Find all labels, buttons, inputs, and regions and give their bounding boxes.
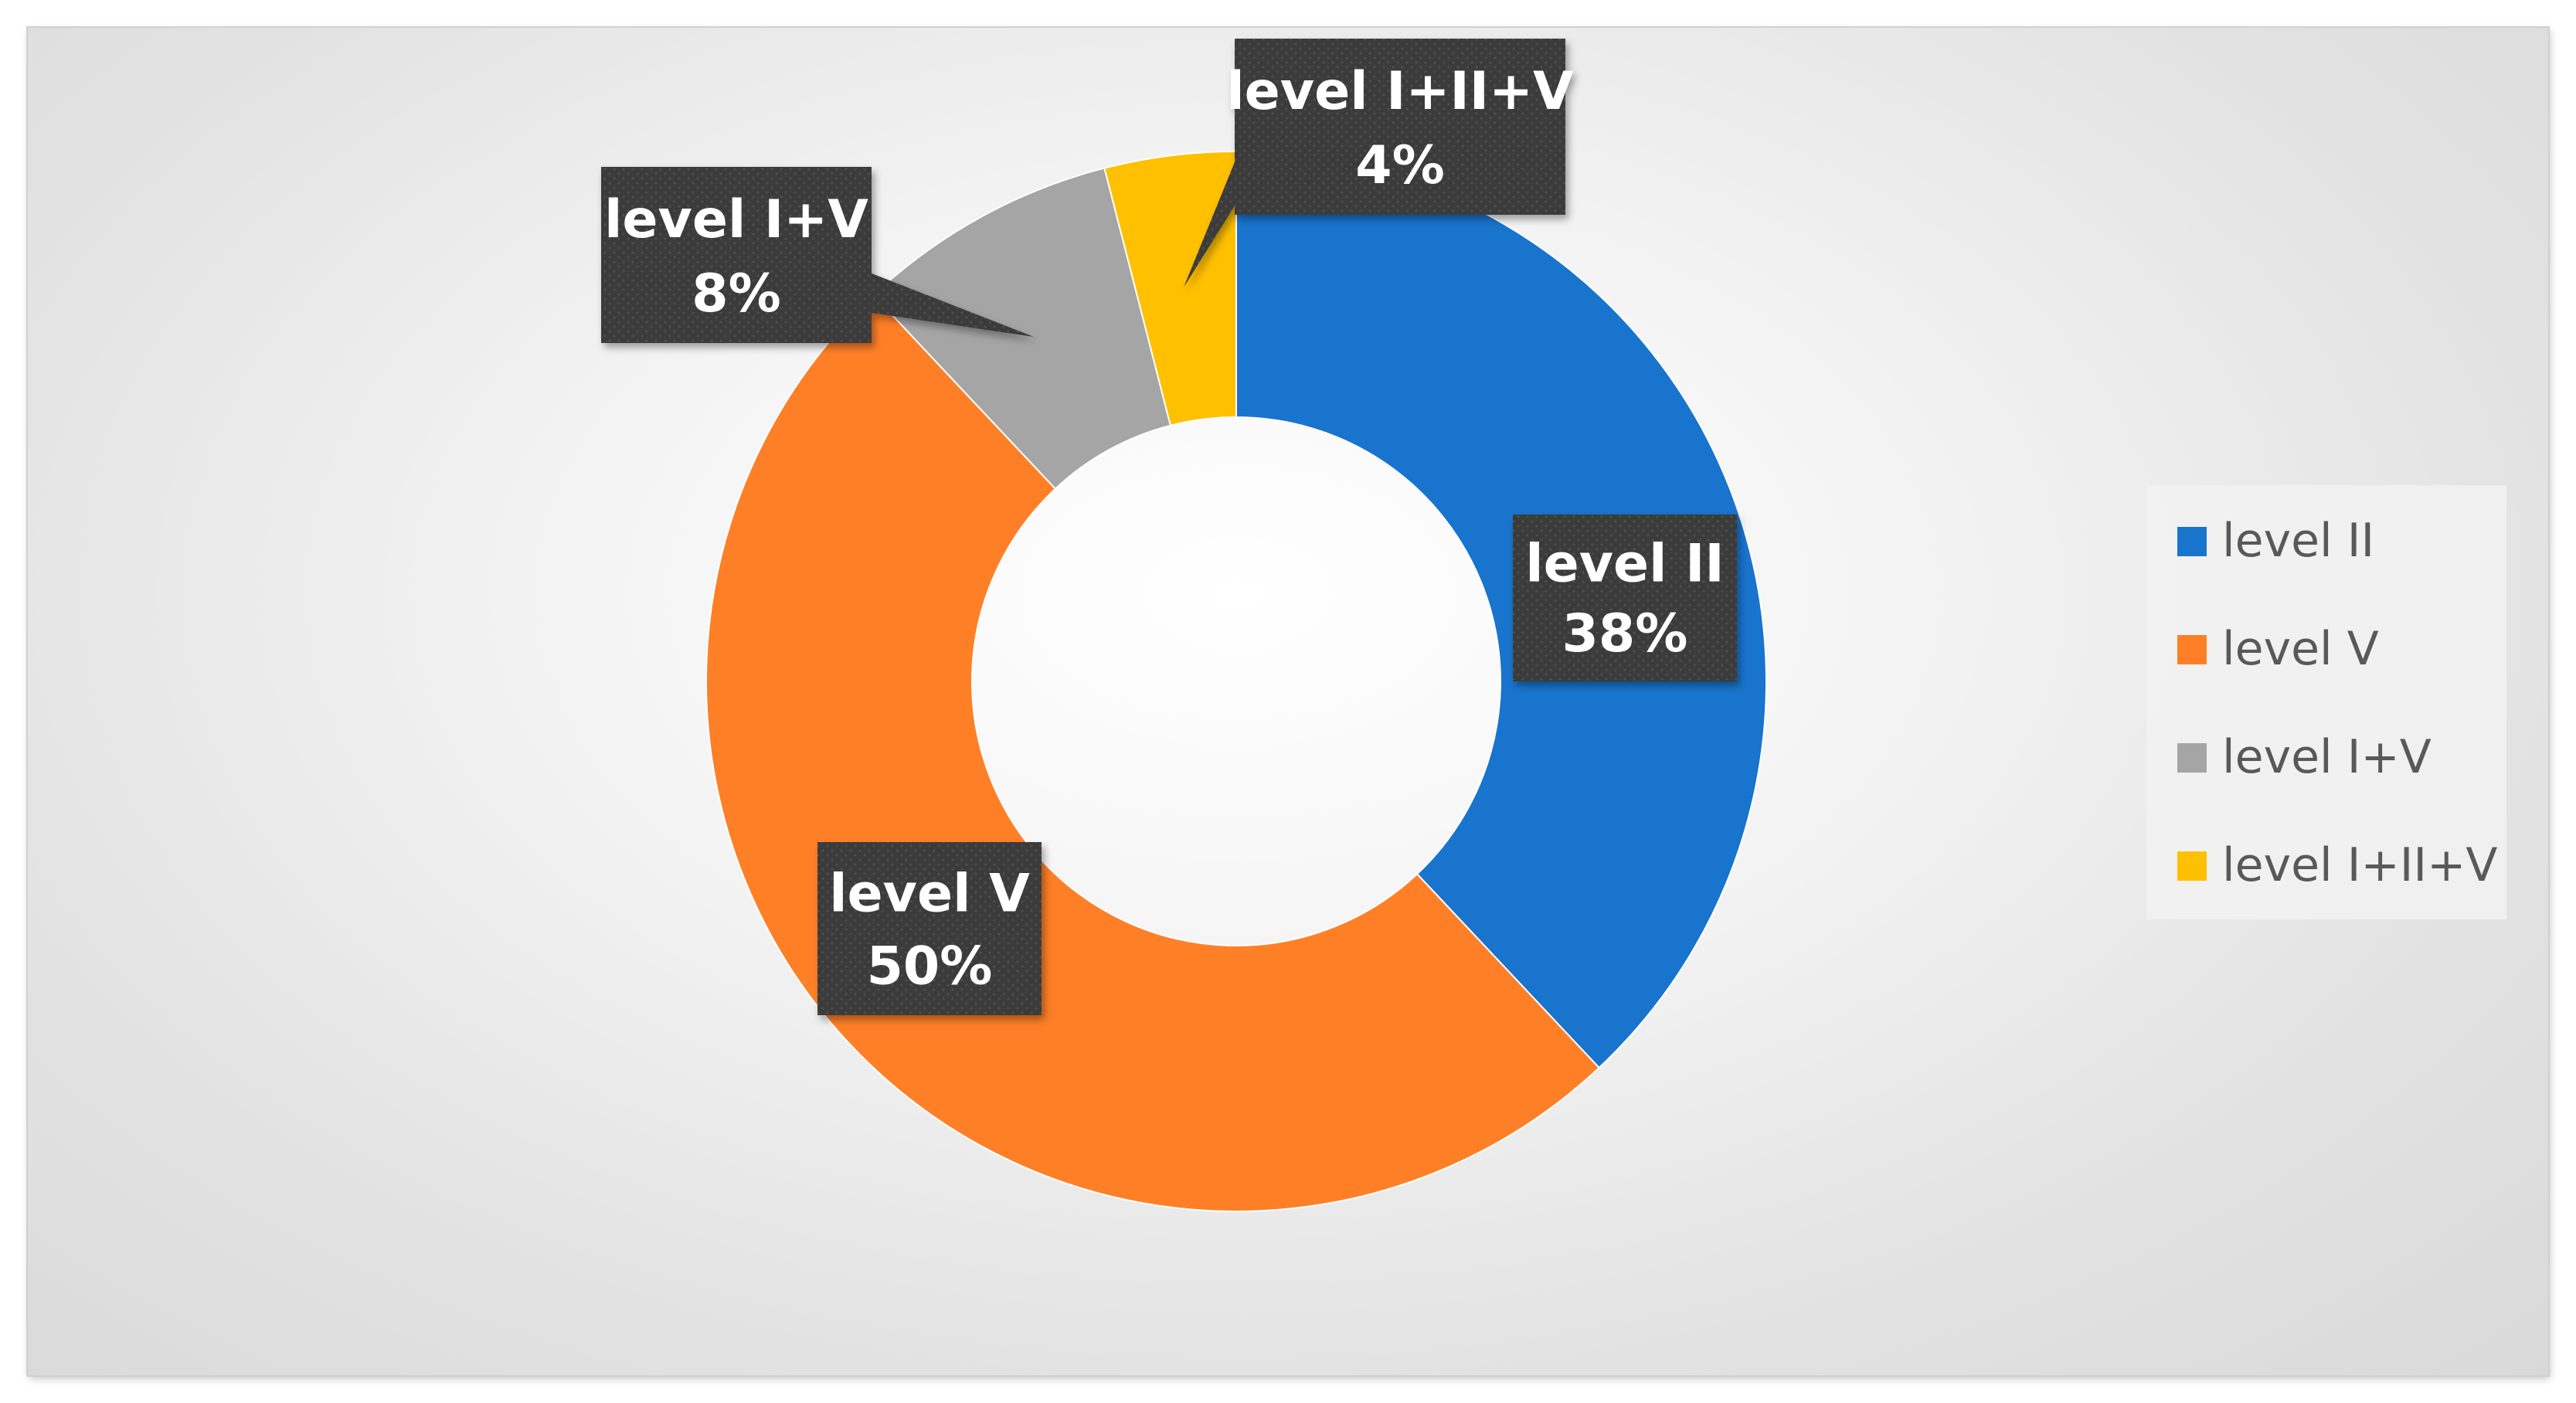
legend-swatch — [2177, 743, 2207, 773]
callout-pointer — [1184, 155, 1238, 287]
legend-label: level I+II+V — [2222, 838, 2497, 892]
legend-item-level-ii: level II — [2177, 514, 2374, 568]
legend-swatch — [2177, 527, 2207, 556]
legend-swatch — [2177, 635, 2207, 664]
legend: level II level V level I+V level I+II+V — [2146, 485, 2506, 919]
legend-swatch — [2177, 851, 2207, 881]
legend-item-level-i-plus-v: level I+V — [2177, 730, 2432, 784]
label-box — [1513, 515, 1737, 681]
data-label-value: 8% — [692, 263, 780, 324]
legend-item-level-i-plus-ii-plus-v: level I+II+V — [2177, 838, 2497, 892]
legend-label: level V — [2222, 622, 2379, 676]
data-label-level-i-plus-v: level I+V 8% — [601, 167, 1034, 343]
data-label-level-ii: level II 38% — [1513, 515, 1737, 681]
data-label-level-v: level V 50% — [817, 842, 1042, 1015]
data-label-value: 38% — [1562, 603, 1688, 664]
label-box — [1235, 39, 1565, 215]
callout-pointer — [856, 267, 1034, 337]
label-box — [817, 842, 1042, 1015]
data-label-category: level I+V — [604, 189, 868, 250]
data-label-category: level I+II+V — [1226, 61, 1574, 122]
legend-background — [2146, 485, 2506, 919]
data-label-category: level II — [1525, 533, 1724, 594]
data-label-level-i-plus-ii-plus-v: level I+II+V 4% — [1184, 39, 1574, 287]
slice-level-ii — [1235, 150, 1767, 1069]
legend-item-level-v: level V — [2177, 622, 2379, 676]
legend-label: level II — [2222, 514, 2374, 568]
legend-label: level I+V — [2222, 730, 2432, 784]
label-box — [601, 167, 872, 343]
data-label-value: 4% — [1355, 135, 1444, 196]
data-label-value: 50% — [867, 936, 993, 997]
data-label-category: level V — [829, 864, 1030, 925]
